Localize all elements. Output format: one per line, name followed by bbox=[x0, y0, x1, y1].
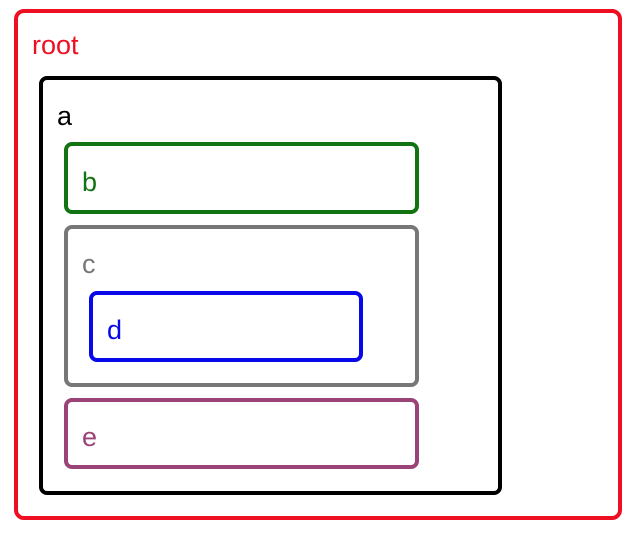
box-root: root bbox=[14, 9, 622, 520]
box-a: a bbox=[39, 76, 502, 495]
box-a-label: a bbox=[57, 101, 73, 131]
box-b: b bbox=[64, 142, 419, 214]
box-c: c bbox=[64, 225, 419, 387]
box-e-label: e bbox=[82, 422, 98, 452]
box-e: e bbox=[64, 398, 419, 469]
box-d: d bbox=[89, 291, 363, 362]
box-c-label: c bbox=[82, 249, 96, 279]
box-b-label: b bbox=[82, 167, 98, 197]
box-root-label: root bbox=[32, 30, 79, 60]
box-d-label: d bbox=[107, 315, 123, 345]
